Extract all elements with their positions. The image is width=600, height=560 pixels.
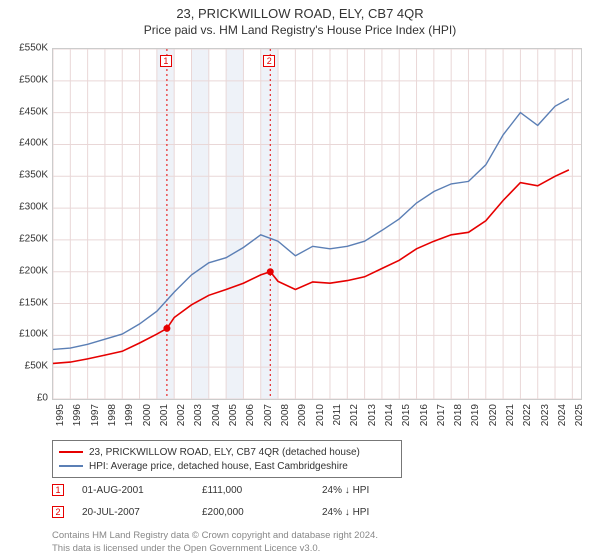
x-tick-label: 1997	[90, 404, 101, 426]
chart-title-line2: Price paid vs. HM Land Registry's House …	[0, 21, 600, 37]
legend-swatch	[59, 451, 83, 453]
event-date: 01-AUG-2001	[82, 485, 202, 496]
event-date: 20-JUL-2007	[82, 507, 202, 518]
plot-area	[52, 48, 582, 400]
x-tick-label: 2015	[401, 404, 412, 426]
y-tick-label: £250K	[4, 233, 48, 244]
y-tick-label: £350K	[4, 170, 48, 181]
footer-licence: This data is licensed under the Open Gov…	[52, 543, 320, 554]
event-row: 2 20-JUL-2007 £200,000 24% ↓ HPI	[52, 504, 580, 520]
y-tick-label: £100K	[4, 329, 48, 340]
footer-copyright: Contains HM Land Registry data © Crown c…	[52, 530, 378, 541]
x-tick-label: 2022	[522, 404, 533, 426]
x-tick-label: 2003	[193, 404, 204, 426]
chart-title-line1: 23, PRICKWILLOW ROAD, ELY, CB7 4QR	[0, 0, 600, 21]
x-tick-label: 2001	[159, 404, 170, 426]
chart-root: { "title_line1": "23, PRICKWILLOW ROAD, …	[0, 0, 600, 560]
x-tick-label: 2000	[142, 404, 153, 426]
event-row: 1 01-AUG-2001 £111,000 24% ↓ HPI	[52, 482, 580, 498]
y-tick-label: £550K	[4, 43, 48, 54]
x-tick-label: 2024	[557, 404, 568, 426]
x-tick-label: 2016	[419, 404, 430, 426]
x-tick-label: 2011	[332, 404, 343, 426]
event-marker-icon: 2	[52, 506, 64, 518]
legend-swatch	[59, 465, 83, 467]
x-tick-label: 2008	[280, 404, 291, 426]
y-tick-label: £400K	[4, 138, 48, 149]
y-tick-label: £0	[4, 393, 48, 404]
event-marker-icon: 1	[52, 484, 64, 496]
x-tick-label: 2017	[436, 404, 447, 426]
x-tick-label: 2010	[315, 404, 326, 426]
x-tick-label: 1999	[124, 404, 135, 426]
legend: 23, PRICKWILLOW ROAD, ELY, CB7 4QR (deta…	[52, 440, 402, 478]
x-tick-label: 2006	[245, 404, 256, 426]
legend-item: HPI: Average price, detached house, East…	[59, 459, 395, 473]
x-tick-label: 2021	[505, 404, 516, 426]
event-price: £111,000	[202, 485, 322, 496]
y-tick-label: £450K	[4, 106, 48, 117]
legend-label: 23, PRICKWILLOW ROAD, ELY, CB7 4QR (deta…	[89, 447, 360, 458]
event-delta: 24% ↓ HPI	[322, 507, 442, 518]
x-tick-label: 2025	[574, 404, 585, 426]
x-tick-label: 2013	[367, 404, 378, 426]
x-tick-label: 2020	[488, 404, 499, 426]
x-tick-label: 2023	[540, 404, 551, 426]
x-tick-label: 1995	[55, 404, 66, 426]
x-tick-label: 2018	[453, 404, 464, 426]
x-tick-label: 2019	[470, 404, 481, 426]
event-price: £200,000	[202, 507, 322, 518]
x-tick-label: 2005	[228, 404, 239, 426]
legend-item: 23, PRICKWILLOW ROAD, ELY, CB7 4QR (deta…	[59, 445, 395, 459]
x-tick-label: 2002	[176, 404, 187, 426]
event-marker-icon: 1	[160, 55, 172, 67]
x-tick-label: 1998	[107, 404, 118, 426]
x-tick-label: 2004	[211, 404, 222, 426]
x-tick-label: 1996	[72, 404, 83, 426]
y-tick-label: £200K	[4, 265, 48, 276]
x-tick-label: 2012	[349, 404, 360, 426]
y-tick-label: £50K	[4, 361, 48, 372]
event-marker-icon: 2	[263, 55, 275, 67]
legend-label: HPI: Average price, detached house, East…	[89, 461, 348, 472]
x-tick-label: 2014	[384, 404, 395, 426]
y-tick-label: £300K	[4, 202, 48, 213]
plot-svg	[53, 49, 581, 399]
x-tick-label: 2007	[263, 404, 274, 426]
y-tick-label: £150K	[4, 297, 48, 308]
event-delta: 24% ↓ HPI	[322, 485, 442, 496]
x-tick-label: 2009	[297, 404, 308, 426]
y-tick-label: £500K	[4, 74, 48, 85]
